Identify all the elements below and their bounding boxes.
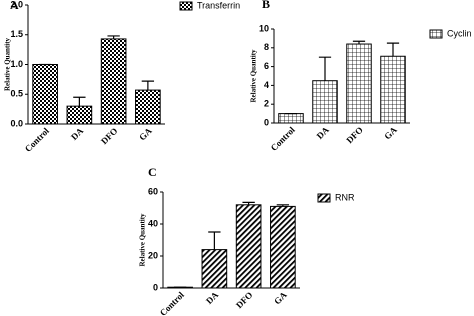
- bar: [32, 64, 58, 125]
- y-tick-label: 2: [264, 99, 269, 109]
- error-bar: [141, 80, 155, 91]
- x-tick-label: DFO: [344, 125, 365, 146]
- error-bar: [73, 96, 86, 107]
- error-bar: [242, 201, 255, 205]
- legend-swatch: [429, 29, 443, 39]
- y-tick-label: 8: [264, 42, 269, 52]
- x-tick-label: DFO: [99, 126, 120, 147]
- x-tick-label: Control: [23, 125, 52, 154]
- error-bar: [107, 35, 120, 39]
- y-axis-label: Relative Quantity: [139, 213, 147, 267]
- bar: [278, 113, 304, 124]
- bar: [270, 205, 296, 289]
- x-tick-label: GA: [272, 289, 289, 306]
- legend-label: Cyclin 2: [447, 28, 474, 38]
- y-axis-label: Relative Quantity: [250, 49, 258, 103]
- bar: [346, 43, 372, 124]
- legend-label: Transferrin: [197, 0, 240, 10]
- y-tick-label: 4: [264, 80, 269, 90]
- x-tick-label: GA: [382, 124, 399, 141]
- x-tick-label: Control: [269, 124, 298, 153]
- x-tick-label: GA: [137, 125, 154, 142]
- x-tick-label: DA: [69, 125, 86, 142]
- legend-swatch: [317, 193, 331, 203]
- bar: [235, 204, 262, 289]
- panel-label: C: [148, 165, 157, 179]
- error-bar: [276, 204, 290, 207]
- bar: [380, 55, 406, 124]
- error-bar: [318, 56, 332, 81]
- y-tick-label: 40: [148, 218, 158, 228]
- y-tick-label: 60: [148, 186, 158, 196]
- bar: [201, 249, 228, 289]
- error-bar: [386, 42, 400, 57]
- y-axis-label: Relative Quantity: [4, 37, 12, 91]
- y-tick-label: 0: [153, 282, 158, 292]
- legend-swatch: [179, 1, 193, 11]
- y-tick-label: 1.5: [10, 29, 23, 39]
- y-tick-label: 6: [264, 61, 269, 71]
- panel-label: A: [10, 0, 19, 12]
- y-tick-label: 0.5: [10, 89, 23, 99]
- bar: [135, 89, 161, 125]
- legend-label: RNR: [335, 192, 355, 202]
- bar: [66, 105, 93, 125]
- y-tick-label: 10: [259, 23, 269, 33]
- x-tick-label: DA: [315, 124, 332, 141]
- y-tick-label: 20: [148, 250, 158, 260]
- x-tick-label: DA: [204, 289, 221, 306]
- y-tick-label: 1.0: [10, 59, 23, 69]
- error-bar: [352, 40, 366, 45]
- x-tick-label: DFO: [234, 290, 255, 311]
- y-tick-label: 0.0: [10, 118, 23, 128]
- x-tick-label: Control: [158, 289, 187, 316]
- bar: [312, 80, 338, 124]
- bar: [100, 38, 127, 125]
- panel-label: B: [262, 0, 270, 11]
- y-tick-label: 2.0: [10, 0, 23, 9]
- error-bar: [208, 231, 221, 250]
- y-tick-label: 0: [264, 117, 269, 127]
